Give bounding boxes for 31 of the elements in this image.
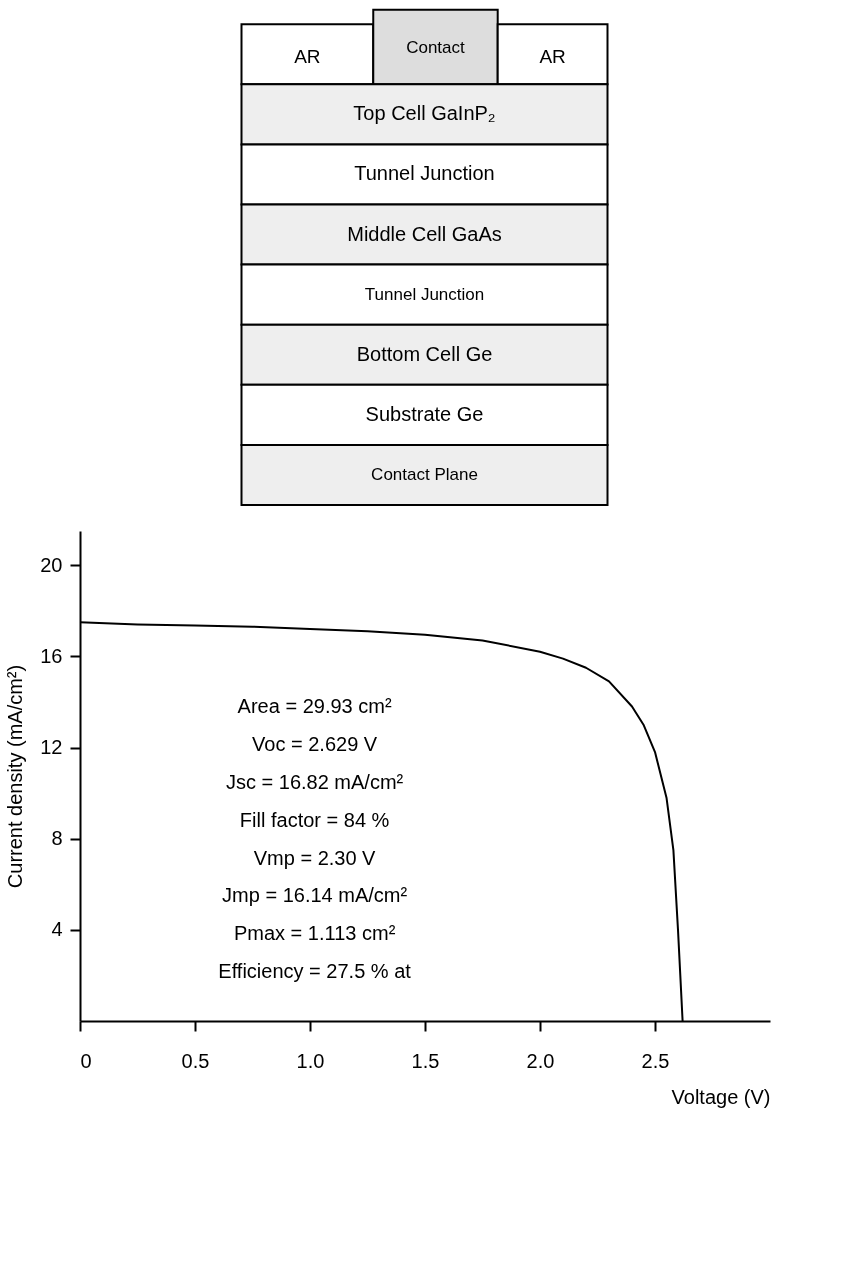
text: Top Cell GaInP₂	[353, 102, 496, 125]
y-tick-label: 12	[40, 736, 63, 759]
annotation: Efficiency = 27.5 % at	[218, 960, 412, 982]
x-tick-label: 2.0	[526, 1049, 555, 1072]
x-tick-label: 1.0	[296, 1049, 325, 1072]
x-tick-label: 1.5	[411, 1049, 440, 1072]
annotation: Jmp = 16.14 mA/cm²	[222, 884, 408, 907]
annotation: Voc = 2.629 V	[252, 733, 378, 756]
annotation: Area = 29.93 cm²	[237, 695, 392, 718]
text: Contact Plane	[371, 464, 478, 484]
text: Contact	[406, 38, 466, 58]
x-tick-label: 2.5	[641, 1049, 670, 1072]
y-axis-title: Current density (mA/cm²)	[4, 664, 27, 889]
text: AR	[539, 46, 566, 68]
y-tick-label: 20	[40, 553, 63, 576]
annotation: Jsc = 16.82 mA/cm²	[225, 771, 404, 793]
y-tick-label: 4	[51, 918, 63, 941]
y-tick-label: 16	[40, 644, 63, 667]
annotation: Pmax = 1.113 cm²	[233, 922, 396, 945]
annotation: Vmp = 2.30 V	[253, 846, 377, 869]
text: Tunnel Junction	[354, 162, 495, 185]
x-axis-title: Voltage (V)	[671, 1085, 771, 1108]
text: Bottom Cell Ge	[356, 342, 493, 365]
annotation: Fill factor = 84 %	[239, 808, 390, 831]
x-tick-label: 0	[80, 1049, 92, 1072]
y-tick-label: 8	[51, 827, 63, 850]
text: Substrate Ge	[365, 402, 484, 425]
text: AR	[294, 46, 321, 68]
text: Tunnel Junction	[364, 284, 485, 304]
x-tick-label: 0.5	[181, 1049, 210, 1072]
text: Middle Cell GaAs	[347, 222, 502, 245]
